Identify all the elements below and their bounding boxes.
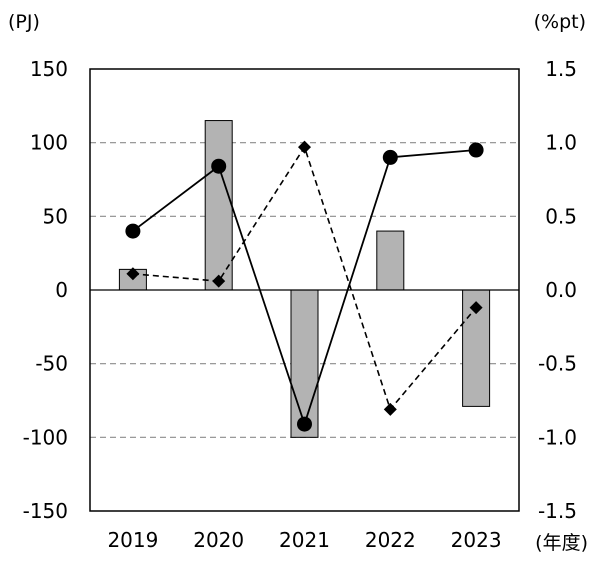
right-tick-label: -1.5 (538, 499, 577, 523)
bar-series (118, 120, 491, 438)
right-axis: 1.5 1.0 0.5 0.0 -0.5 -1.0 -1.5 (538, 57, 577, 523)
x-tick-label: 2022 (365, 528, 416, 552)
right-tick-label: 0.0 (545, 278, 577, 302)
bar-2022 (376, 230, 405, 291)
bar-2020 (204, 120, 233, 291)
left-tick-label: -50 (35, 352, 68, 376)
diamond-point-2020 (212, 274, 226, 288)
left-tick-label: -150 (23, 499, 68, 523)
right-tick-label: 1.0 (545, 131, 577, 155)
diamond-point-2023 (469, 301, 483, 315)
left-tick-label: 50 (43, 204, 68, 228)
left-axis-unit: (PJ) (8, 11, 40, 33)
diamond-point-2021 (298, 140, 311, 154)
right-tick-label: 0.5 (545, 204, 577, 228)
bar-2021 (290, 289, 319, 438)
x-tick-label: 2021 (279, 528, 330, 552)
right-tick-label: -0.5 (538, 352, 577, 376)
circle-point-2019 (125, 223, 141, 239)
circle-point-2023 (468, 142, 484, 158)
right-tick-label: 1.5 (545, 57, 577, 81)
x-tick-label: 2020 (193, 528, 244, 552)
solid-line-series (125, 142, 484, 432)
left-axis: 150 100 50 0 -50 -100 -150 (23, 57, 68, 523)
right-tick-label: -1.0 (538, 425, 577, 449)
left-tick-label: 150 (30, 57, 68, 81)
left-tick-label: 100 (30, 131, 68, 155)
plot-frame (89, 68, 520, 512)
dashed-line-series (126, 140, 483, 416)
left-tick-label: -100 (23, 425, 68, 449)
left-tick-label: 0 (55, 278, 68, 302)
circle-point-2021 (297, 416, 312, 432)
right-axis-unit: (%pt) (534, 11, 586, 33)
x-axis: 2019 2020 2021 2022 2023 (107, 528, 501, 552)
x-axis-label: (年度) (535, 532, 588, 554)
x-tick-label: 2023 (451, 528, 502, 552)
diamond-point-2022 (383, 402, 397, 416)
circle-point-2020 (211, 158, 227, 174)
x-tick-label: 2019 (107, 528, 158, 552)
diamond-point-2019 (126, 267, 140, 281)
circle-point-2022 (382, 149, 398, 165)
